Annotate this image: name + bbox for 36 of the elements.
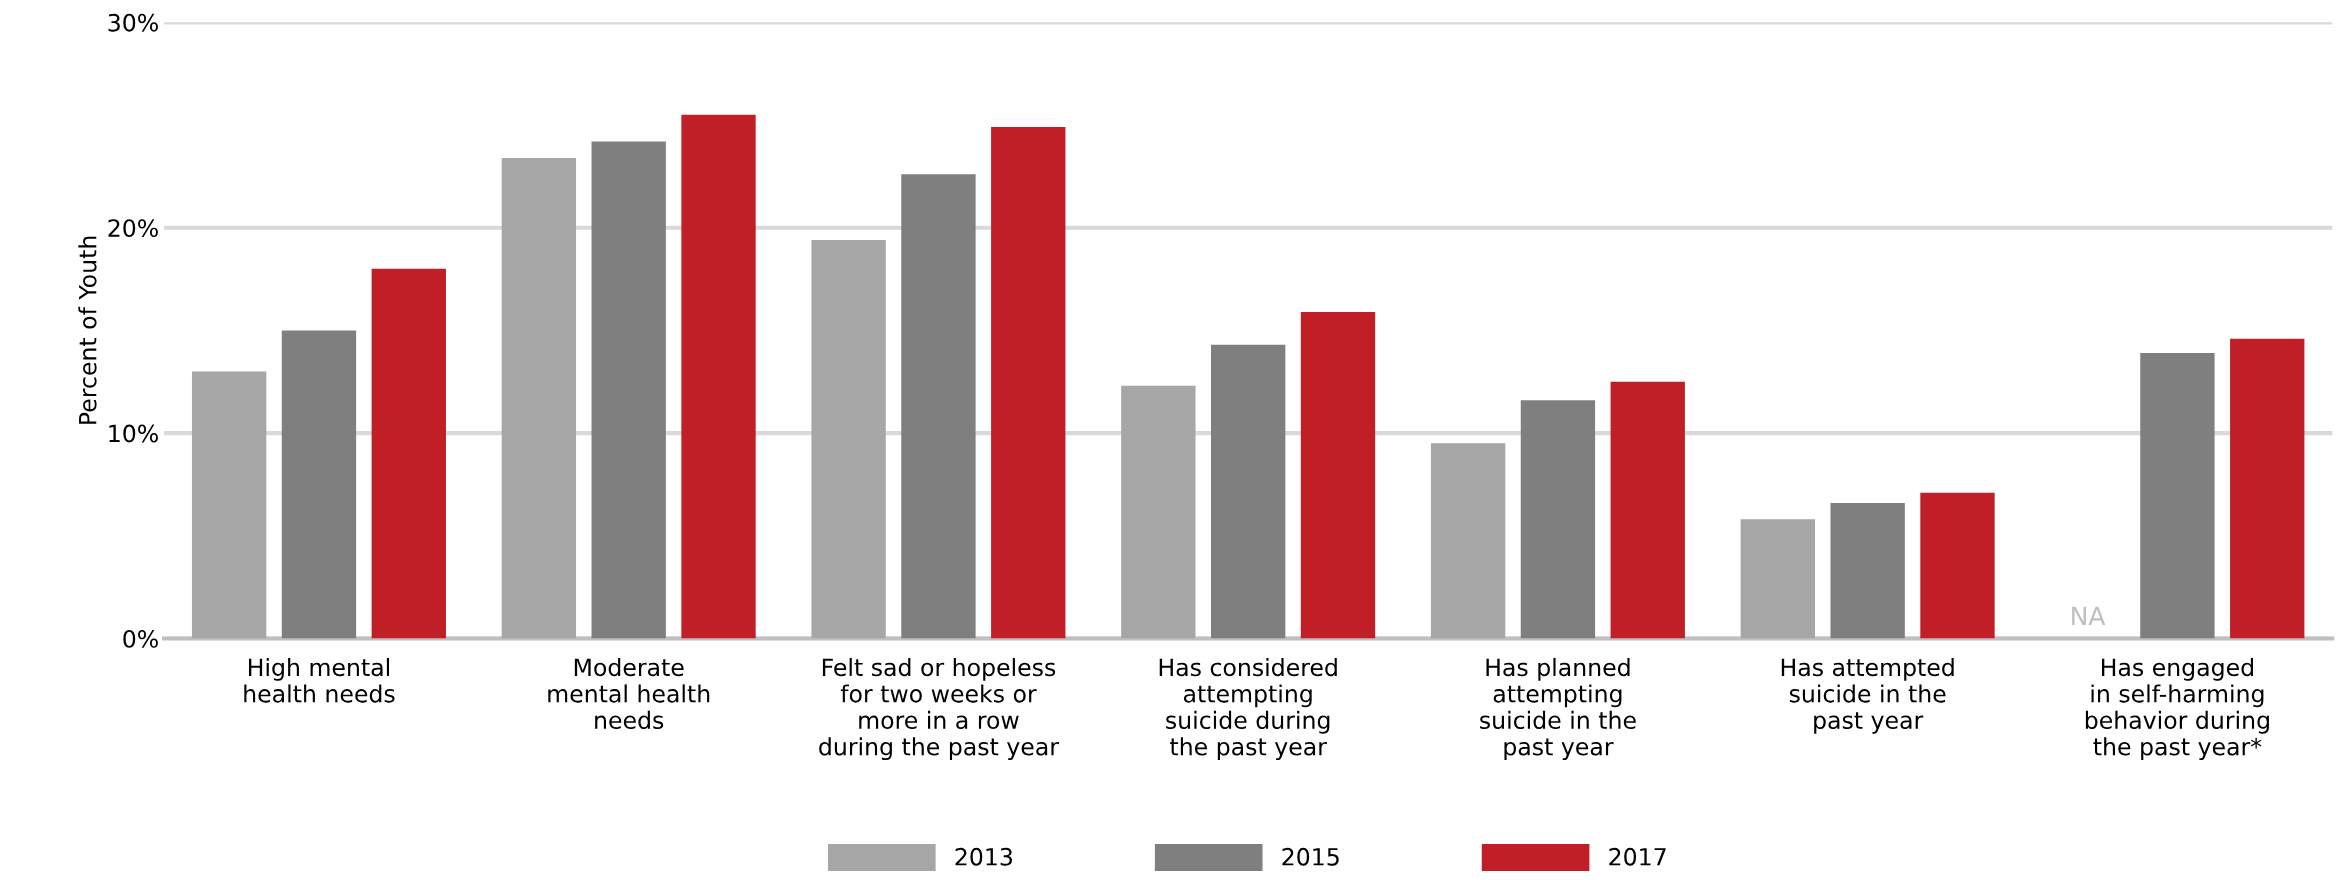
bar <box>591 141 666 639</box>
x-tick-label: Felt sad or hopeless for two weeks or more in a row during the past year <box>819 657 1059 761</box>
x-tick-label: Has planned attempting suicide in the past year <box>1480 657 1636 761</box>
y-tick-label: 10% <box>109 424 158 443</box>
y-tick-label: 0% <box>123 629 158 648</box>
x-tick-label: High mental health needs <box>244 657 395 703</box>
y-tick-label: 20% <box>108 219 158 238</box>
x-tick-label: Has considered attempting suicide during the past year <box>1159 657 1337 761</box>
x-tick-label: Has attempted suicide in the past year <box>1781 657 1954 734</box>
bar <box>1610 381 1685 639</box>
bar <box>1740 519 1816 639</box>
bar <box>1211 344 1286 639</box>
bar <box>191 371 267 639</box>
bar <box>1920 492 1995 639</box>
bar <box>2140 353 2215 639</box>
annotation: NA <box>2072 606 2106 626</box>
bar <box>281 330 357 639</box>
bar <box>1121 385 1196 639</box>
y-axis-title: Percent of Youth <box>78 236 97 424</box>
bar <box>901 174 976 639</box>
bar <box>1300 311 1376 639</box>
bar <box>681 114 756 639</box>
y-tick-label: 30% <box>108 13 158 32</box>
bar <box>1430 443 1506 639</box>
legend-label: 2013 <box>955 847 1012 866</box>
bar <box>371 268 446 639</box>
bar <box>1520 400 1596 639</box>
bar <box>811 240 886 639</box>
x-tick-label: Has engaged in self-harming behavior during the past year* <box>2085 657 2269 761</box>
bar <box>2230 338 2305 639</box>
bar <box>991 127 1066 639</box>
legend-label: 2015 <box>1282 847 1339 866</box>
bar <box>1830 502 1905 639</box>
x-tick-label: Moderate mental health needs <box>548 657 710 730</box>
bar <box>501 157 577 639</box>
legend-label: 2017 <box>1609 847 1666 866</box>
